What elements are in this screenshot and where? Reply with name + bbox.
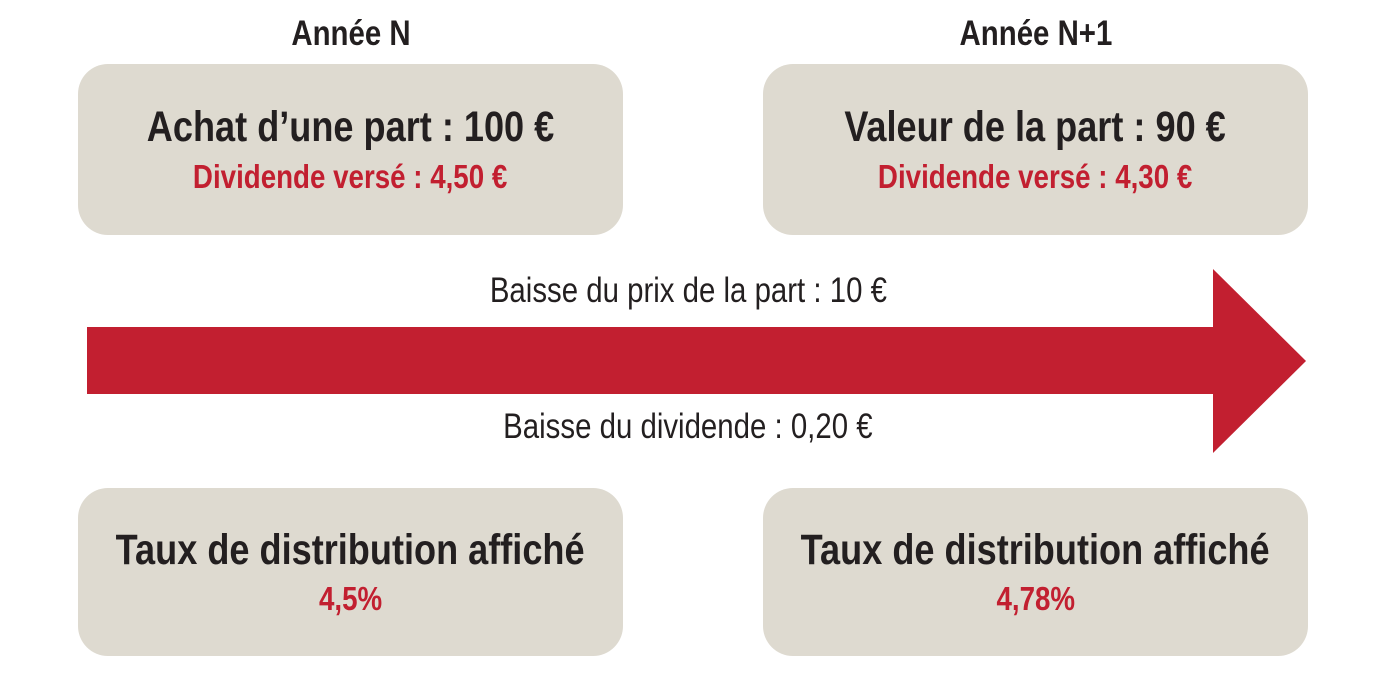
year-n1-title: Année N+1 bbox=[763, 16, 1308, 52]
share-value-text: Valeur de la part : 90 € bbox=[844, 103, 1227, 151]
distribution-rate-n-label-text: Taux de distribution affiché bbox=[116, 526, 585, 574]
year-n-title: Année N bbox=[78, 16, 623, 52]
timeline-right-arrow-shaft bbox=[87, 327, 1213, 394]
price-drop-caption: Baisse du prix de la part : 10 € bbox=[0, 272, 1376, 309]
distribution-rate-n-value-text: 4,5% bbox=[318, 580, 383, 617]
distribution-rate-n-label: Taux de distribution affiché bbox=[71, 527, 629, 573]
year-n-title-text: Année N bbox=[290, 14, 411, 53]
dividend-paid-n-line: Dividende versé : 4,50 € bbox=[163, 159, 537, 195]
year-n1-title-text: Année N+1 bbox=[959, 14, 1112, 53]
box-year-n-purchase: Achat d’une part : 100 € Dividende versé… bbox=[78, 64, 623, 235]
dividend-paid-n1-text: Dividende versé : 4,30 € bbox=[878, 158, 1193, 195]
share-value-line: Valeur de la part : 90 € bbox=[808, 104, 1262, 150]
price-drop-caption-text: Baisse du prix de la part : 10 € bbox=[489, 271, 887, 310]
distribution-rate-n-value: 4,5% bbox=[313, 581, 388, 617]
distribution-rate-n1-label: Taux de distribution affiché bbox=[756, 527, 1314, 573]
purchase-price-text: Achat d’une part : 100 € bbox=[146, 103, 555, 151]
timeline-right-arrow-head bbox=[1213, 269, 1306, 453]
dividend-paid-n1-line: Dividende versé : 4,30 € bbox=[848, 159, 1222, 195]
distribution-rate-n1-label-text: Taux de distribution affiché bbox=[801, 526, 1270, 574]
box-year-n-distribution-rate: Taux de distribution affiché 4,5% bbox=[78, 488, 623, 656]
box-year-n1-distribution-rate: Taux de distribution affiché 4,78% bbox=[763, 488, 1308, 656]
dividend-drop-caption: Baisse du dividende : 0,20 € bbox=[0, 408, 1376, 445]
box-year-n1-value: Valeur de la part : 90 € Dividende versé… bbox=[763, 64, 1308, 235]
purchase-price-line: Achat d’une part : 100 € bbox=[108, 104, 593, 150]
distribution-rate-n1-value-text: 4,78% bbox=[996, 580, 1075, 617]
dividend-drop-caption-text: Baisse du dividende : 0,20 € bbox=[503, 407, 873, 446]
dividend-paid-n-text: Dividende versé : 4,50 € bbox=[193, 158, 508, 195]
distribution-rate-n1-value: 4,78% bbox=[989, 581, 1083, 617]
